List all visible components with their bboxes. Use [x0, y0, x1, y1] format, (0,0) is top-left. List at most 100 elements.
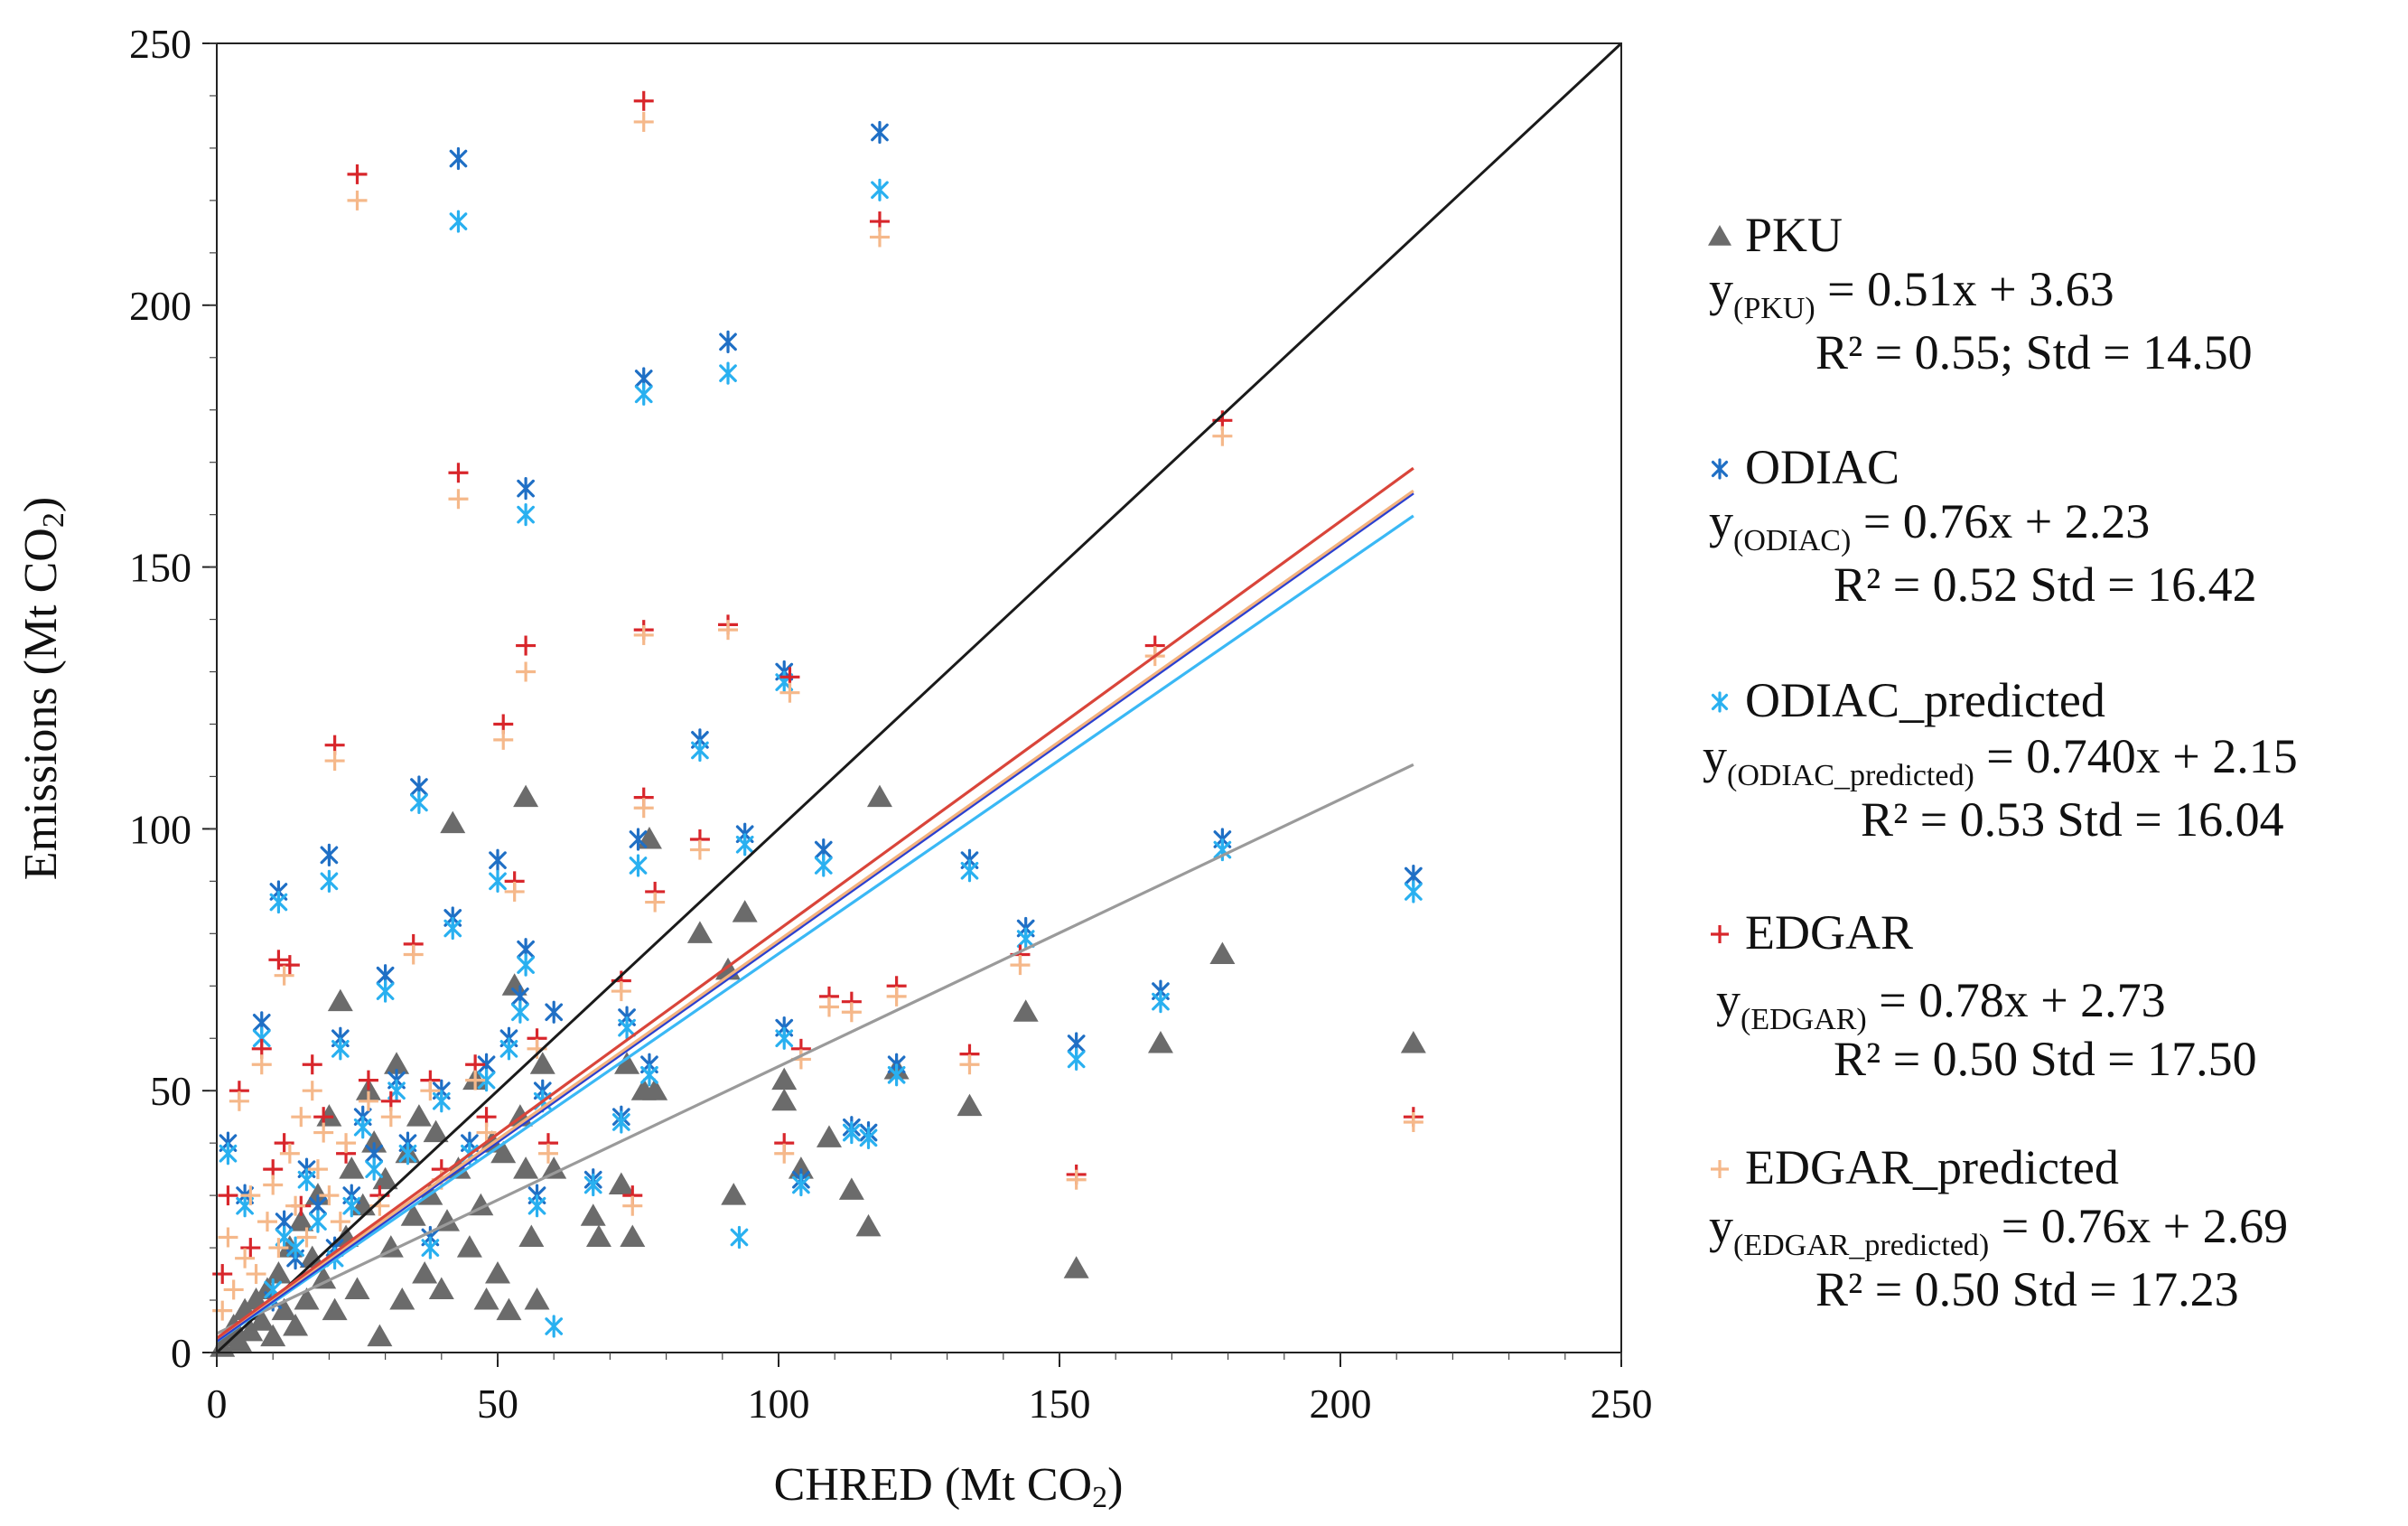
data-point — [718, 620, 739, 641]
data-point — [529, 1052, 555, 1074]
data-point — [792, 1173, 810, 1197]
data-point — [818, 997, 839, 1017]
legend-equation: y(PKU) = 0.51x + 3.63 — [1709, 262, 2114, 325]
data-point — [869, 227, 890, 248]
legend-marker — [1708, 225, 1731, 246]
data-point — [297, 1168, 316, 1192]
data-point — [585, 1224, 611, 1247]
data-point — [816, 1125, 842, 1147]
data-point — [814, 854, 833, 877]
data-point — [307, 1159, 328, 1180]
data-point — [518, 1224, 545, 1247]
data-point — [322, 1297, 348, 1321]
x-tick-label: 200 — [1310, 1381, 1372, 1427]
data-point — [327, 988, 353, 1012]
data-point — [347, 190, 368, 211]
data-point — [516, 635, 537, 656]
data-point — [367, 1324, 393, 1347]
y-tick-label: 250 — [129, 21, 191, 67]
data-point — [420, 1081, 441, 1101]
data-point — [268, 1238, 289, 1259]
data-point — [288, 1209, 314, 1231]
data-point — [448, 463, 469, 483]
data-point — [279, 955, 300, 976]
y-tick-label: 200 — [129, 283, 191, 329]
data-point — [1063, 1256, 1089, 1278]
legend-series-name: PKU — [1745, 208, 1843, 262]
data-point — [490, 1140, 517, 1164]
legend-equation: y(ODIAC) = 0.76x + 2.23 — [1709, 494, 2150, 557]
data-point — [513, 1156, 539, 1179]
data-point — [423, 1119, 449, 1143]
data-point — [271, 1297, 297, 1321]
data-point — [398, 1142, 417, 1166]
data-point — [313, 1122, 334, 1143]
data-point — [620, 1224, 646, 1247]
data-point — [493, 729, 514, 750]
data-point — [633, 111, 654, 132]
data-point — [719, 330, 737, 353]
data-point — [410, 791, 428, 815]
data-point — [634, 382, 653, 406]
data-point — [268, 950, 289, 970]
data-point — [365, 1157, 384, 1181]
data-point — [400, 1203, 426, 1226]
data-point — [476, 1122, 497, 1143]
data-point — [1403, 1111, 1423, 1132]
data-point — [358, 1091, 378, 1111]
data-point — [320, 843, 339, 866]
data-point — [274, 965, 294, 986]
data-point — [771, 1067, 798, 1091]
data-point — [347, 164, 368, 184]
data-point — [443, 916, 462, 941]
data-point — [516, 661, 537, 682]
series-odiac — [219, 120, 1423, 1312]
data-point — [1400, 1031, 1426, 1053]
data-point — [645, 892, 666, 913]
data-point — [1010, 955, 1031, 976]
legend-stats: R² = 0.50 Std = 17.23 — [1815, 1262, 2239, 1316]
regression-line-edgar — [216, 466, 1414, 1340]
data-point — [251, 1054, 272, 1075]
data-point — [730, 1225, 749, 1250]
data-point — [212, 1300, 233, 1321]
data-point — [642, 1078, 668, 1100]
data-point — [299, 1245, 325, 1269]
data-point — [432, 1090, 451, 1113]
data-point — [689, 839, 710, 860]
data-point — [380, 1107, 401, 1128]
data-point — [279, 1143, 300, 1164]
x-tick-label: 150 — [1029, 1381, 1091, 1427]
data-point — [1067, 1047, 1086, 1072]
legend-stats: R² = 0.50 Std = 17.50 — [1834, 1032, 2257, 1086]
data-point — [294, 1287, 320, 1310]
data-point — [611, 1110, 630, 1134]
x-tick-label: 100 — [748, 1381, 810, 1427]
data-point — [633, 798, 654, 819]
data-point — [309, 1210, 327, 1233]
data-point — [412, 1261, 438, 1284]
data-point — [266, 1261, 292, 1284]
data-point — [527, 1194, 546, 1218]
data-point — [686, 921, 713, 943]
data-point — [440, 810, 466, 834]
data-point — [838, 1177, 864, 1200]
data-point — [1209, 941, 1236, 965]
regression-line-pku — [216, 763, 1414, 1335]
data-point — [871, 120, 889, 145]
data-point — [887, 1063, 906, 1087]
data-point — [449, 210, 468, 233]
data-point — [774, 1143, 795, 1164]
y-tick-label: 0 — [171, 1330, 191, 1376]
data-point — [866, 784, 892, 808]
data-point — [428, 1277, 454, 1299]
data-point — [246, 1264, 266, 1285]
series-edgar — [212, 90, 1423, 1285]
data-point — [485, 1261, 510, 1284]
legend-marker — [1711, 1160, 1729, 1178]
data-point — [859, 1126, 878, 1149]
data-point — [336, 1133, 357, 1154]
